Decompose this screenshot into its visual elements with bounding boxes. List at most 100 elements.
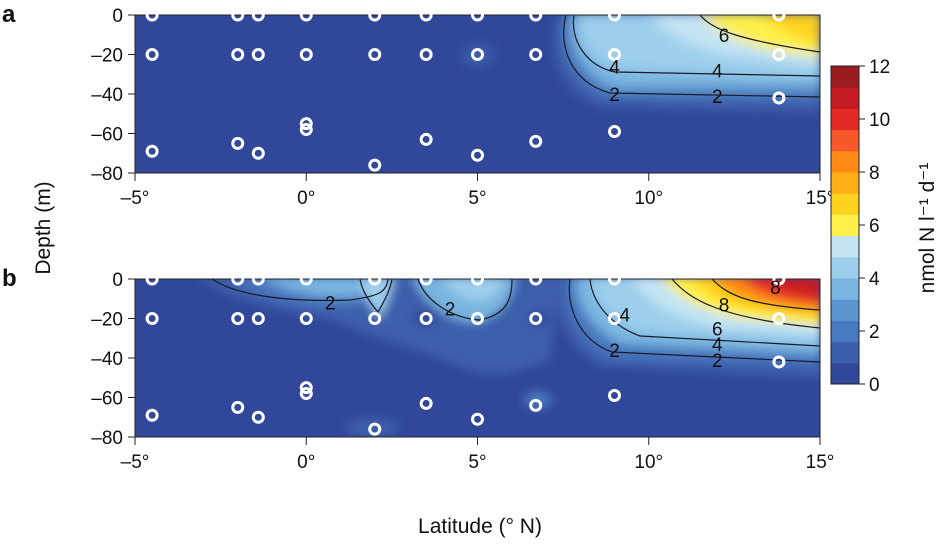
x-tick-label: 10° (634, 452, 663, 473)
colorbar: 12 10 8 6 4 2 0 nmol N l⁻¹ d⁻¹ (830, 57, 939, 396)
station-marker (251, 272, 265, 286)
station-marker (251, 410, 265, 424)
colorbar-band (831, 108, 859, 131)
y-axis-b: 0 –20 –40 –60 –80 (91, 270, 135, 449)
panel-b: b (2, 265, 834, 473)
colorbar-band (831, 66, 859, 88)
contour-4-b-mid (359, 279, 393, 314)
station-marker (471, 272, 484, 286)
station-marker (299, 381, 313, 395)
x-tick-label: 5° (468, 452, 486, 473)
station-marker (772, 48, 786, 61)
contour-label: 4 (609, 57, 620, 78)
station-marker (145, 408, 159, 422)
heatmap-a (135, 15, 820, 173)
colorbar-band (831, 320, 859, 343)
station-marker (299, 123, 313, 137)
colorbar-label: nmol N l⁻¹ d⁻¹ (916, 163, 939, 294)
colorbar-tick-label: 12 (869, 57, 890, 78)
colorbar-tick-label: 6 (869, 216, 880, 237)
contour-label: 4 (712, 61, 723, 82)
station-marker (231, 272, 245, 286)
contour-2-b (568, 279, 820, 363)
station-marker (251, 8, 265, 22)
x-tick-label: 5° (468, 188, 486, 209)
station-marker (251, 312, 265, 325)
x-tick-label: 15° (806, 452, 835, 473)
station-marker (145, 312, 159, 325)
station-marker (772, 272, 786, 286)
y-tick-label: 0 (112, 6, 123, 27)
contour-6-a (699, 15, 820, 53)
x-axis-label: Latitude (° N) (418, 515, 542, 538)
y-tick-label: –20 (91, 310, 123, 331)
y-tick-label: 0 (112, 270, 123, 291)
station-marker (231, 312, 245, 325)
heatmap-fill-a (462, 15, 820, 112)
station-marker (251, 48, 265, 61)
station-marker (772, 91, 786, 105)
colorbar-tick-label: 10 (869, 110, 890, 131)
station-marker (608, 125, 621, 139)
colorbar-band (831, 299, 859, 321)
station-marker (529, 398, 543, 412)
station-marker (471, 412, 484, 426)
x-axis-b: –5° 0° 5° 10° 15° (121, 437, 835, 473)
contours-b (211, 279, 820, 363)
contour-label: 2 (609, 341, 620, 362)
station-marker (231, 8, 245, 22)
station-marker (299, 387, 313, 401)
station-marker (419, 272, 433, 286)
contour-label: 2 (712, 351, 723, 372)
contour-label: 8 (770, 278, 781, 299)
contour-labels-a: 6 4 4 2 2 (609, 26, 729, 108)
y-tick-label: –60 (91, 125, 123, 146)
contour-label: 4 (619, 306, 630, 327)
panel-label-b: b (2, 265, 17, 292)
y-tick-label: –40 (91, 349, 123, 370)
contour-label: 2 (445, 300, 456, 321)
panel-label-a: a (2, 1, 16, 28)
station-marker (419, 8, 433, 22)
colorbar-band (831, 214, 859, 237)
x-tick-label: 10° (634, 188, 663, 209)
y-tick-label: –80 (91, 164, 123, 185)
colorbar-tick-label: 4 (869, 269, 880, 290)
station-marker (231, 136, 245, 150)
contour-label: 2 (609, 85, 620, 106)
station-marker (419, 48, 433, 61)
station-marker (419, 132, 433, 146)
contour-2-b-left (211, 279, 389, 302)
x-tick-label: 0° (297, 188, 315, 209)
contour-label: 6 (712, 319, 723, 340)
x-tick-label: –5° (121, 452, 150, 473)
station-marker (471, 148, 484, 162)
contour-2-a (563, 15, 820, 98)
x-tick-label: 0° (297, 452, 315, 473)
station-marker (368, 8, 382, 22)
contour-4-b (589, 279, 820, 347)
colorbar-band (831, 87, 859, 109)
station-marker (299, 272, 313, 286)
contour-label: 6 (719, 26, 730, 47)
colorbar-band (831, 172, 859, 194)
colorbar-bands (831, 66, 859, 385)
station-marker (231, 400, 245, 414)
station-marker (368, 48, 382, 61)
contours-a (563, 15, 820, 98)
stations-a (145, 8, 786, 172)
station-marker (529, 48, 543, 61)
contour-2-b-mid (417, 279, 513, 321)
station-marker (608, 312, 621, 325)
y-tick-label: –60 (91, 389, 123, 410)
station-marker (608, 272, 621, 286)
station-marker (471, 8, 484, 22)
y-axis-label: Depth (m) (32, 181, 55, 274)
colorbar-tick-label: 0 (869, 375, 880, 396)
station-marker (231, 48, 245, 61)
station-marker (299, 117, 313, 131)
station-marker (419, 312, 433, 325)
colorbar-band (831, 362, 859, 385)
station-marker (145, 48, 159, 61)
